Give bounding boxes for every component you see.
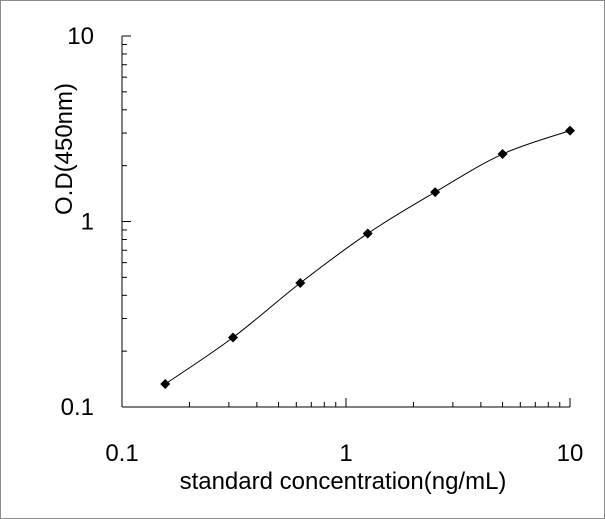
y-tick-labels: 10 1 0.1 xyxy=(61,23,94,421)
data-point xyxy=(497,149,508,160)
major-ticks xyxy=(121,35,571,408)
y-axis-title: O.D(450nm) xyxy=(51,83,78,215)
x-axis-title: standard concentration(ng/mL) xyxy=(180,468,507,495)
y-tick-label: 10 xyxy=(67,23,94,50)
series-line xyxy=(164,130,571,385)
data-point xyxy=(160,379,171,390)
x-tick-labels: 0.1 1 10 xyxy=(105,440,583,467)
minor-ticks xyxy=(122,43,561,407)
data-point xyxy=(430,187,441,198)
x-tick-label: 0.1 xyxy=(105,440,138,467)
data-point xyxy=(362,228,373,239)
y-tick-label: 0.1 xyxy=(61,394,94,421)
data-point xyxy=(228,332,239,343)
data-point xyxy=(565,125,575,136)
data-points xyxy=(160,125,575,390)
y-tick-label: 1 xyxy=(81,209,94,236)
x-tick-label: 1 xyxy=(339,440,352,467)
data-point xyxy=(295,278,306,289)
x-tick-label: 10 xyxy=(557,440,584,467)
